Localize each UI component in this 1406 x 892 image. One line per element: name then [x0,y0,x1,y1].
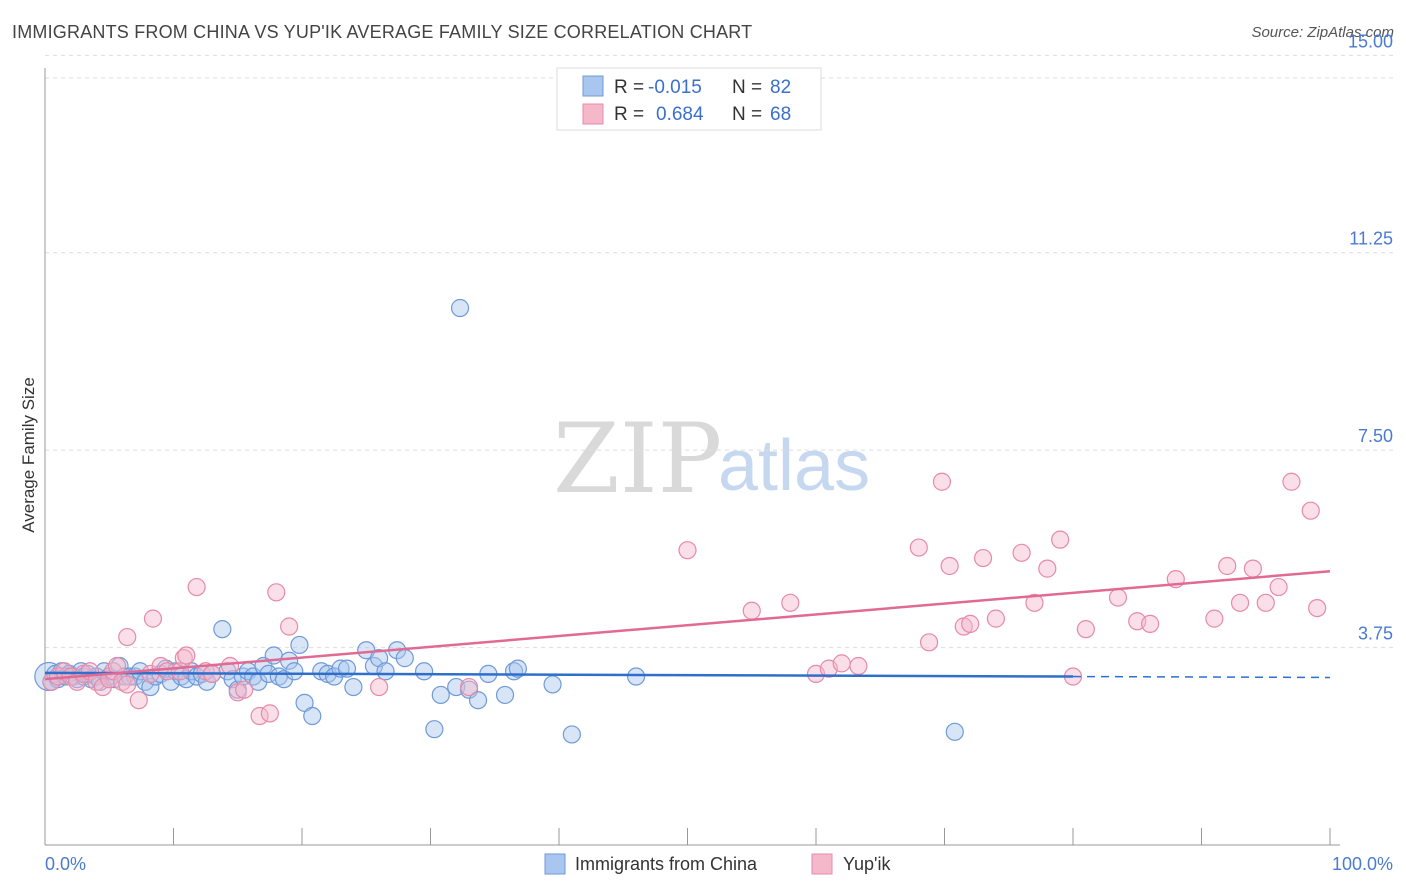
data-point-yupik [986,609,1006,628]
data-point-china [344,677,363,697]
data-point-yupik [177,646,196,665]
data-point-yupik [961,614,980,633]
y-tick-label: 3.75 [1358,624,1393,644]
legend-swatch-blue [582,75,604,97]
data-point-yupik [932,472,952,491]
data-point-china [468,691,488,710]
data-point-china [425,720,444,739]
data-point-yupik [267,583,286,602]
legend-swatch-pink [582,103,604,125]
data-point-yupik [973,548,993,568]
data-point-yupik [250,706,269,726]
legend-n-value: 68 [770,104,791,125]
data-point-yupik [1243,559,1263,578]
data-point-yupik [1038,559,1057,578]
data-point-yupik [1269,577,1288,597]
legend-r-label: R = [614,104,644,125]
data-point-yupik [118,675,137,694]
data-point-yupik [1076,620,1095,639]
data-point-china [508,659,527,678]
data-point-china [290,635,309,655]
data-point-yupik [187,577,206,597]
y-tick-label: 15.00 [1348,31,1393,51]
legend-n-value: 82 [770,77,791,98]
data-point-yupik [118,627,137,647]
data-point-yupik [280,617,299,636]
data-point-china [414,662,434,681]
data-point-yupik [1205,609,1224,628]
legend-label-immigrants-from-china: Immigrants from China [575,854,758,874]
data-point-yupik [1308,598,1327,618]
data-point-china [376,662,395,681]
data-point-china [495,685,515,705]
data-point-yupik [919,633,939,652]
data-point-yupik [909,538,928,557]
data-point-yupik [832,654,851,673]
y-tick-labels: 3.75 7.50 11.25 15.00 [1348,31,1393,643]
data-point-china [395,649,414,668]
data-point-china [280,651,299,670]
data-point-yupik [1012,543,1031,562]
trend-line-china [44,671,1074,678]
data-point-yupik [781,593,800,612]
x-tick-label-max: 100.0% [1332,854,1393,874]
data-point-china [431,685,450,705]
data-point-china [285,662,304,681]
watermark-atlas: atlas [718,426,870,506]
data-point-china [213,620,232,639]
legend-r-value: -0.015 [648,77,702,98]
data-point-yupik [849,656,868,676]
data-point-yupik [157,662,177,681]
data-point-yupik [1051,530,1070,549]
data-point-yupik [220,656,240,676]
trend-lines [44,569,1331,681]
y-tick-label: 11.25 [1349,229,1393,249]
data-point-china [543,675,562,694]
legend-r-value: 0.684 [656,104,704,125]
legend-r-label: R = [614,77,644,98]
data-point-yupik [260,704,279,723]
data-point-china [626,667,646,686]
correlation-legend: R = -0.015 N = 82 R = 0.684 N = 68 [556,67,822,131]
data-point-yupik [1301,501,1320,520]
legend-n-label: N = [732,104,762,125]
data-point-yupik [1230,593,1250,612]
gridlines [45,54,1395,649]
data-point-yupik [143,609,163,628]
y-tick-label: 7.50 [1358,426,1393,446]
data-point-yupik [1108,588,1128,607]
data-point-yupik [1256,593,1275,612]
x-axis-ticks [173,828,1331,845]
watermark-zip: ZIP [553,403,722,515]
data-point-yupik [370,677,389,697]
data-point-yupik [129,691,148,710]
legend-label-yupik: Yup'ik [843,854,891,874]
data-point-china [562,725,581,744]
data-point-china [141,677,160,697]
data-point-yupik [1218,556,1237,576]
y-axis-label: Average Family Size [19,377,38,533]
data-point-yupik [459,677,479,697]
trend-line-yupik [44,569,1331,681]
source-label: Source: ZipAtlas.com [1251,24,1394,41]
data-point-yupik [1025,593,1044,612]
data-point-china [450,298,470,318]
legend-swatch-yupik [811,853,833,875]
x-tick-label-min: 0.0% [45,854,86,874]
data-point-china [303,706,322,726]
data-point-yupik [678,541,697,560]
series-legend: Immigrants from China Yup'ik [544,853,891,875]
trend-line-china-extension [1072,675,1331,679]
data-point-yupik [742,601,761,620]
legend-swatch-immigrants-from-china [544,853,566,875]
chart-title: IMMIGRANTS FROM CHINA VS YUP'IK AVERAGE … [12,22,753,42]
data-point-yupik [235,680,254,699]
legend-n-label: N = [732,77,762,98]
data-point-yupik [1140,614,1160,633]
data-point-yupik [940,556,959,576]
data-point-china [945,722,964,741]
data-point-yupik [1282,472,1301,491]
